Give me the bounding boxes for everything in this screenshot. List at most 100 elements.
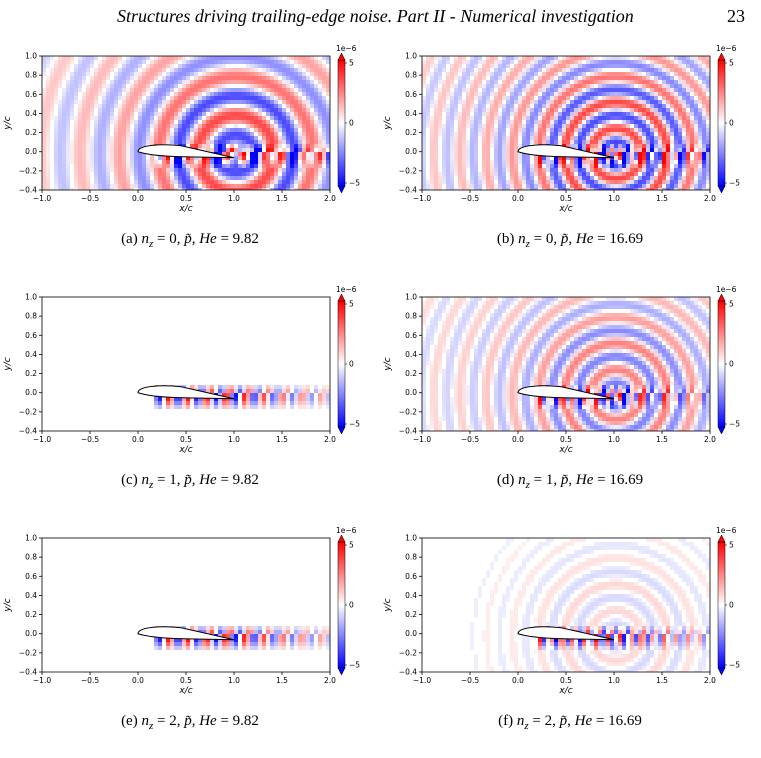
figure-caption: (e) nz = 2, p̃, He = 9.82: [0, 713, 380, 732]
x-tick-label: 1.0: [228, 676, 240, 685]
y-tick-label: −0.4: [399, 186, 417, 195]
caption-nz-value: = 0,: [153, 231, 184, 247]
x-tick-label: −0.5: [81, 194, 99, 203]
y-tick-label: 0.8: [25, 71, 37, 80]
x-tick-label: −1.0: [33, 194, 51, 203]
x-axis-label: x/c: [178, 445, 192, 455]
plot-frame: [42, 538, 330, 672]
x-tick-label: 1.0: [608, 194, 620, 203]
colorbar-min-arrow: [718, 427, 725, 434]
colorbar-tick-label: 0: [349, 360, 354, 369]
y-tick-label: 0.6: [405, 331, 417, 340]
colorbar-max-arrow: [338, 53, 345, 60]
x-axis-label: x/c: [558, 686, 572, 696]
y-tick-label: 0.8: [25, 312, 37, 321]
x-tick-label: 0.0: [512, 676, 524, 685]
x-tick-label: 0.0: [132, 435, 144, 444]
colorbar: 50−51e−6: [716, 44, 740, 193]
caption-letter: (e): [121, 713, 141, 729]
caption-he-value: = 16.69: [593, 231, 643, 247]
x-tick-label: 2.0: [704, 194, 716, 203]
y-axis-label: y/c: [383, 598, 393, 612]
caption-pressure-symbol: p̃: [184, 713, 192, 729]
plot-frame: [42, 297, 330, 431]
colorbar-min-arrow: [338, 668, 345, 675]
page-header: Structures driving trailing-edge noise. …: [0, 0, 761, 30]
colorbar-min-arrow: [718, 186, 725, 193]
colorbar: 50−51e−6: [336, 526, 360, 675]
colorbar-tick-label: 5: [349, 59, 354, 68]
x-tick-label: 1.5: [656, 194, 668, 203]
colorbar-min-arrow: [718, 668, 725, 675]
figure-caption: (b) nz = 0, p̃, He = 16.69: [380, 231, 760, 250]
x-tick-label: 0.5: [560, 676, 572, 685]
x-tick-label: −1.0: [33, 676, 51, 685]
x-tick-label: 0.5: [560, 194, 572, 203]
x-axis-label: x/c: [558, 445, 572, 455]
y-axis-label: y/c: [383, 116, 393, 130]
x-tick-label: 1.0: [608, 435, 620, 444]
y-tick-label: 0.8: [25, 553, 37, 562]
caption-pressure-symbol: p̃: [184, 231, 192, 247]
x-tick-label: 0.5: [180, 435, 192, 444]
caption-nz-value: = 1,: [530, 472, 561, 488]
colorbar: 50−51e−6: [716, 285, 740, 434]
caption-nz-value: = 1,: [153, 472, 184, 488]
y-tick-label: −0.2: [19, 166, 37, 175]
figure-caption: (c) nz = 1, p̃, He = 9.82: [0, 472, 380, 491]
y-tick-label: −0.2: [19, 648, 37, 657]
x-tick-label: 0.0: [132, 676, 144, 685]
x-tick-label: −0.5: [81, 676, 99, 685]
caption-letter: (f): [498, 713, 517, 729]
y-tick-label: 1.0: [405, 293, 417, 302]
x-tick-label: −0.5: [461, 435, 479, 444]
caption-he-symbol: He: [576, 231, 594, 247]
page-number: 23: [727, 6, 745, 27]
colorbar-tick-label: −5: [729, 420, 740, 429]
caption-nz-value: = 2,: [529, 713, 560, 729]
y-tick-label: 0.2: [25, 128, 37, 137]
figure-caption: (f) nz = 2, p̃, He = 16.69: [380, 713, 760, 732]
caption-sep: ,: [568, 472, 576, 488]
caption-nz-value: = 2,: [153, 713, 184, 729]
x-tick-label: 1.0: [608, 676, 620, 685]
y-tick-label: 0.2: [405, 369, 417, 378]
y-tick-label: 0.6: [25, 331, 37, 340]
x-tick-label: 1.5: [276, 194, 288, 203]
colorbar-tick-label: 0: [729, 119, 734, 128]
caption-letter: (d): [497, 472, 518, 488]
x-tick-label: −0.5: [81, 435, 99, 444]
pressure-field: [42, 56, 330, 192]
colorbar-tick-label: 0: [349, 601, 354, 610]
caption-pressure-symbol: p̃: [184, 472, 192, 488]
y-tick-label: 0.4: [405, 109, 417, 118]
colorbar: 50−51e−6: [336, 44, 360, 193]
x-tick-label: 0.0: [132, 194, 144, 203]
colorbar-tick-label: −5: [729, 179, 740, 188]
x-tick-label: 2.0: [324, 676, 336, 685]
x-tick-label: −1.0: [413, 676, 431, 685]
x-tick-label: 1.5: [276, 676, 288, 685]
y-tick-label: 0.2: [405, 610, 417, 619]
colorbar-tick-label: −5: [349, 179, 360, 188]
pressure-field: [422, 56, 710, 192]
caption-nz-symbol: n: [141, 231, 149, 247]
x-tick-label: 2.0: [704, 435, 716, 444]
y-tick-label: 1.0: [25, 534, 37, 543]
y-tick-label: −0.4: [399, 668, 417, 677]
y-tick-label: −0.4: [19, 186, 37, 195]
x-tick-label: −1.0: [33, 435, 51, 444]
x-axis-label: x/c: [178, 686, 192, 696]
colorbar-max-arrow: [718, 53, 725, 60]
x-tick-label: 0.5: [180, 194, 192, 203]
x-tick-label: −0.5: [461, 194, 479, 203]
y-tick-label: −0.4: [399, 427, 417, 436]
y-tick-label: −0.2: [399, 648, 417, 657]
x-tick-label: −0.5: [461, 676, 479, 685]
colorbar-min-arrow: [338, 186, 345, 193]
x-tick-label: 1.5: [656, 435, 668, 444]
